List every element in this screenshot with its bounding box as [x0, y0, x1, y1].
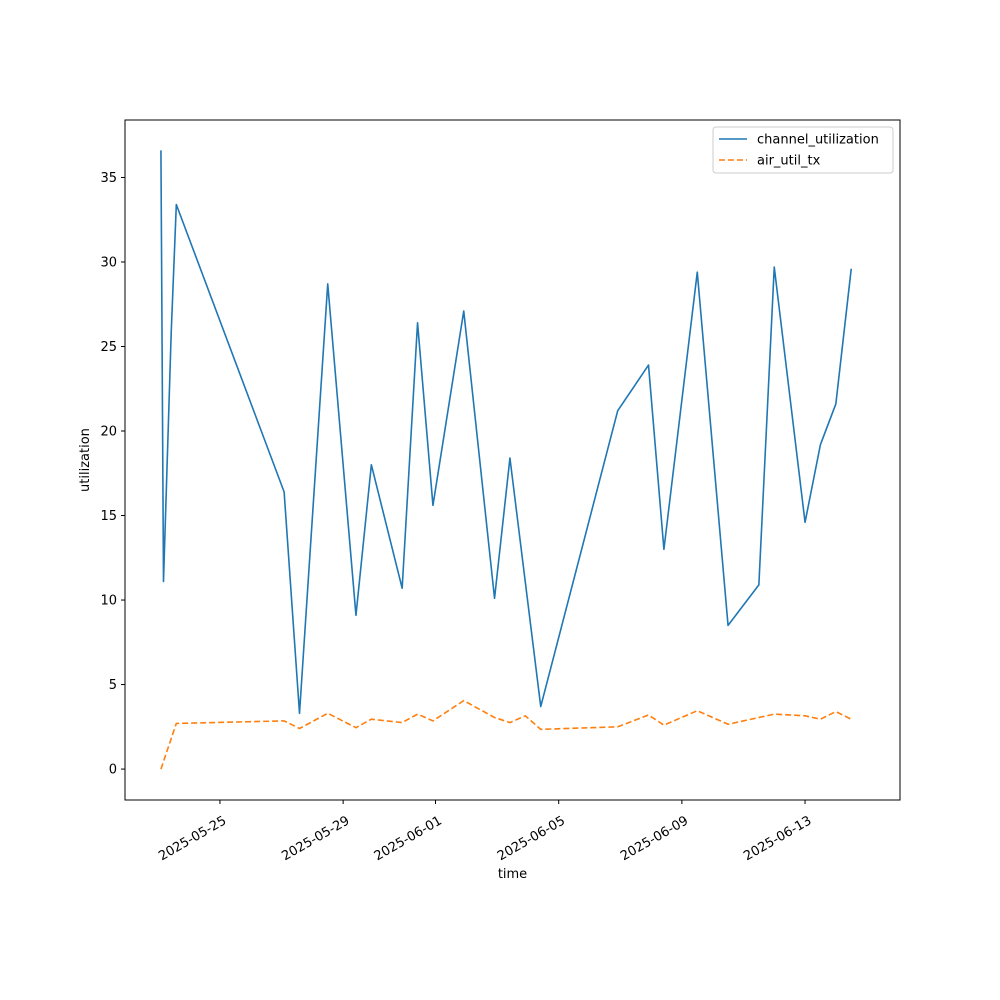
y-axis-label: utilization	[78, 428, 93, 492]
x-tick-label: 2025-06-05	[495, 813, 568, 864]
series-layer	[160, 150, 853, 770]
legend-box	[712, 126, 894, 174]
y-tick-label: 30	[100, 255, 117, 270]
y-tick-label: 15	[100, 509, 117, 524]
series-line-air-util-tx	[160, 699, 852, 770]
x-tick-label: 2025-06-13	[741, 813, 814, 864]
x-tick-label: 2025-06-09	[618, 813, 691, 864]
y-tick-label: 35	[100, 171, 117, 186]
y-tick-label: 0	[109, 763, 117, 778]
y-tick-label: 5	[109, 678, 117, 693]
x-tick-label: 2025-05-25	[156, 813, 229, 864]
axes-layer: 0 5 10 15 20 25 30 35 2025-05-25 2025-05-29 2025-0…	[100, 119, 901, 864]
y-tick-label: 10	[100, 594, 117, 609]
legend: channel_utilization air_util_tx	[712, 126, 894, 174]
plot-frame	[124, 119, 901, 801]
y-tick-label: 25	[100, 340, 117, 355]
y-tick-label: 20	[100, 425, 117, 440]
series-line-channel-utilization	[160, 150, 853, 715]
x-tick-label: 2025-06-01	[372, 813, 445, 864]
x-axis-label: time	[498, 867, 527, 882]
legend-label: air_util_tx	[757, 154, 821, 169]
x-tick-label: 2025-05-29	[279, 813, 352, 864]
legend-label: channel_utilization	[757, 133, 879, 148]
